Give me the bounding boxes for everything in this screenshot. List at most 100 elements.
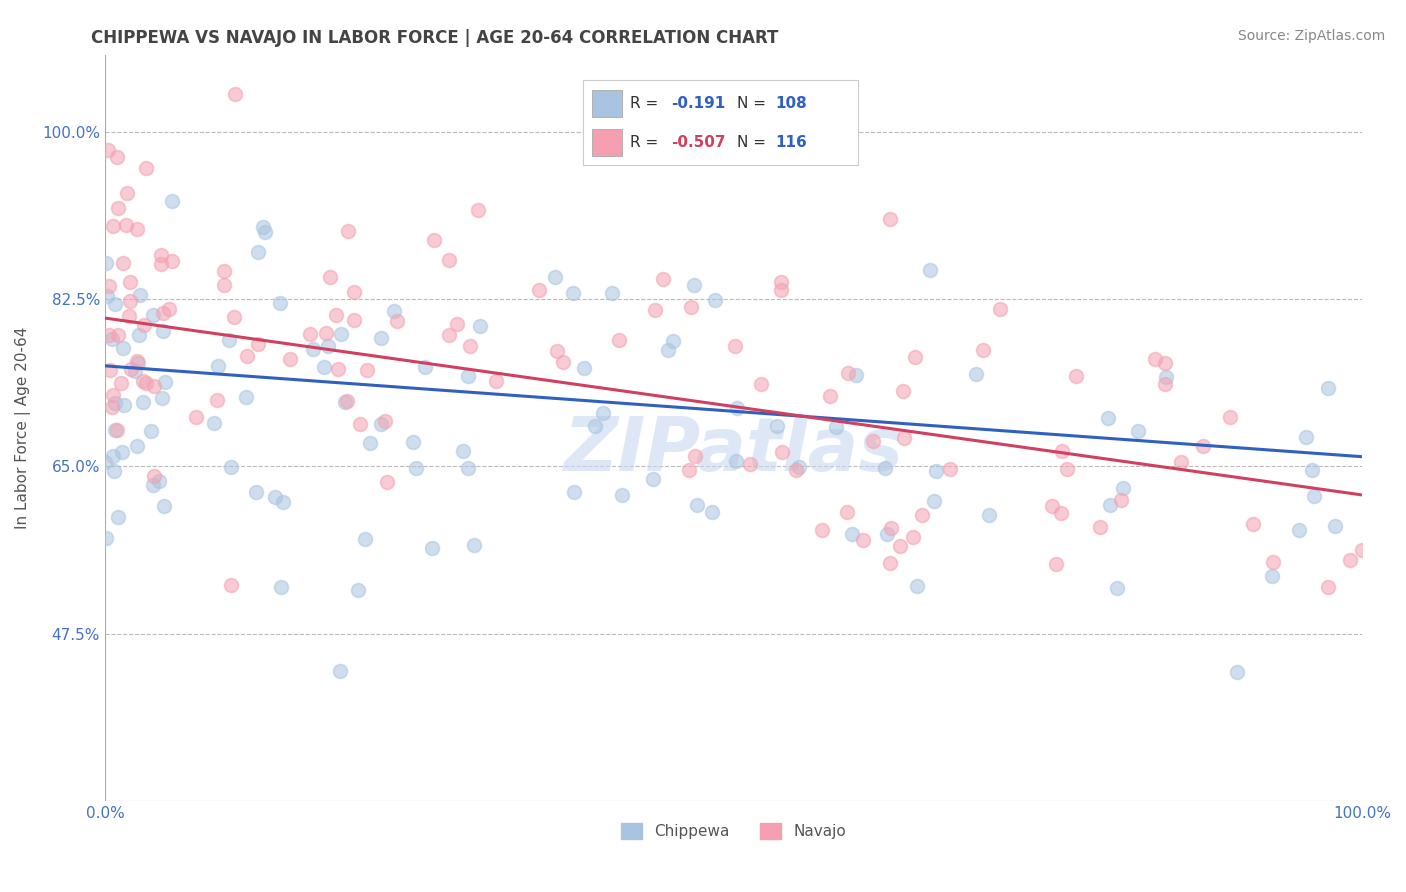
Point: [544, 270, 567, 285]
Point: [98, 363, 121, 377]
Point: [150, 391, 173, 405]
Point: [212, 278, 235, 293]
Point: [160, 194, 183, 208]
Point: [101, 332, 124, 346]
Point: [104, 297, 127, 311]
Point: [738, 457, 761, 471]
Point: [142, 468, 165, 483]
Point: [664, 147, 686, 161]
Point: [207, 393, 229, 408]
Point: [988, 301, 1011, 316]
Point: [347, 583, 370, 598]
Point: [94, 455, 117, 469]
Point: [342, 285, 364, 300]
Point: [1303, 489, 1326, 503]
Point: [446, 317, 468, 331]
Text: Source: ZipAtlas.com: Source: ZipAtlas.com: [1237, 29, 1385, 43]
Point: [160, 254, 183, 268]
Point: [271, 495, 294, 509]
Point: [125, 222, 148, 236]
Point: [152, 305, 174, 319]
Point: [1126, 424, 1149, 438]
Point: [583, 418, 606, 433]
Point: [264, 490, 287, 504]
Point: [104, 423, 127, 437]
Point: [101, 401, 124, 415]
Point: [905, 579, 928, 593]
Point: [329, 664, 352, 678]
Point: [153, 499, 176, 513]
Point: [457, 461, 479, 475]
Point: [1261, 569, 1284, 583]
Point: [97, 328, 120, 343]
Point: [939, 462, 962, 476]
Point: [107, 509, 129, 524]
Point: [1295, 430, 1317, 444]
Point: [157, 302, 180, 317]
Point: [901, 530, 924, 544]
Point: [370, 331, 392, 345]
Point: [245, 484, 267, 499]
Point: [128, 328, 150, 343]
Point: [385, 314, 408, 328]
Point: [875, 460, 897, 475]
Text: R =: R =: [630, 135, 664, 150]
Point: [103, 450, 125, 464]
Point: [1090, 520, 1112, 534]
Point: [918, 263, 941, 277]
Point: [1288, 524, 1310, 538]
Point: [811, 523, 834, 537]
Point: [128, 288, 150, 302]
Point: [150, 248, 173, 262]
Point: [120, 276, 142, 290]
Point: [153, 375, 176, 389]
Point: [105, 423, 128, 437]
Point: [879, 556, 901, 570]
Bar: [592, 128, 621, 156]
Point: [104, 396, 127, 410]
Point: [893, 431, 915, 445]
Legend: Chippewa, Navajo: Chippewa, Navajo: [614, 817, 852, 846]
Point: [235, 390, 257, 404]
Point: [336, 394, 359, 409]
Point: [453, 443, 475, 458]
Point: [224, 310, 246, 324]
Point: [972, 343, 994, 357]
Point: [1324, 518, 1347, 533]
Point: [343, 312, 366, 326]
Point: [405, 461, 427, 475]
Point: [845, 368, 868, 382]
Text: -0.507: -0.507: [671, 135, 725, 150]
Point: [148, 474, 170, 488]
Point: [413, 360, 436, 375]
Point: [769, 275, 792, 289]
Point: [1109, 493, 1132, 508]
Point: [134, 318, 156, 333]
Point: [120, 293, 142, 308]
Point: [1317, 580, 1340, 594]
Point: [679, 300, 702, 314]
Point: [98, 278, 121, 293]
Point: [1241, 517, 1264, 532]
Point: [235, 349, 257, 363]
Point: [607, 333, 630, 347]
Point: [891, 384, 914, 398]
Point: [214, 264, 236, 278]
Point: [270, 580, 292, 594]
Point: [922, 494, 945, 508]
Point: [835, 505, 858, 519]
Point: [437, 252, 460, 267]
Point: [911, 508, 934, 522]
Point: [876, 526, 898, 541]
Point: [1156, 370, 1178, 384]
Text: N =: N =: [737, 95, 770, 111]
Point: [644, 303, 666, 318]
Point: [1339, 553, 1361, 567]
Point: [219, 578, 242, 592]
Point: [1042, 500, 1064, 514]
Point: [142, 308, 165, 322]
Point: [770, 445, 793, 459]
Point: [1097, 411, 1119, 425]
Point: [132, 374, 155, 388]
Point: [299, 327, 322, 342]
